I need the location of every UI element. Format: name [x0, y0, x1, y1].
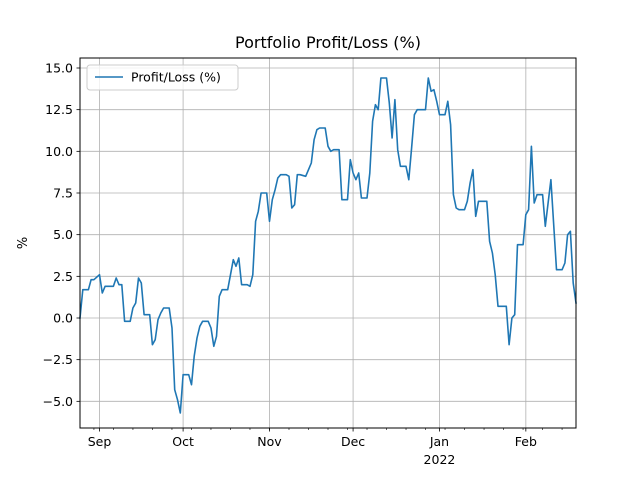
y-axis-label: %	[16, 237, 31, 249]
x-tick-label: Nov	[257, 434, 282, 449]
y-tick-label: −5.0	[43, 394, 73, 409]
y-tick-label: 10.0	[45, 144, 73, 159]
grid	[80, 58, 576, 428]
y-axis: −5.0 −2.5 0.0 2.5 5.0 7.5 10.0 12.5 15.0	[43, 61, 80, 409]
x-tick-label: Dec	[341, 434, 365, 449]
x-tick-label: Feb	[515, 434, 537, 449]
chart-title: Portfolio Profit/Loss (%)	[235, 33, 421, 52]
y-tick-label: 2.5	[53, 269, 73, 284]
legend-box	[86, 64, 239, 91]
y-tick-label: 7.5	[53, 186, 73, 201]
y-tick-label: 0.0	[53, 311, 73, 326]
x-axis: Sep Oct Nov Dec Jan 2022 Feb	[88, 428, 563, 467]
y-tick-label: 15.0	[45, 61, 73, 76]
y-tick-label: 12.5	[45, 102, 73, 117]
x-tick-label: Sep	[88, 434, 112, 449]
x-tick-sublabel: 2022	[424, 452, 456, 467]
legend-label: Profit/Loss (%)	[131, 70, 221, 85]
y-tick-label: 5.0	[53, 227, 73, 242]
plot-frame	[79, 57, 577, 429]
legend: Profit/Loss (%)	[86, 64, 239, 91]
x-tick-label: Jan	[429, 434, 449, 449]
x-tick-label: Oct	[172, 434, 194, 449]
y-tick-label: −2.5	[43, 352, 73, 367]
series-line	[79, 77, 577, 414]
series-line-layer	[79, 77, 577, 414]
